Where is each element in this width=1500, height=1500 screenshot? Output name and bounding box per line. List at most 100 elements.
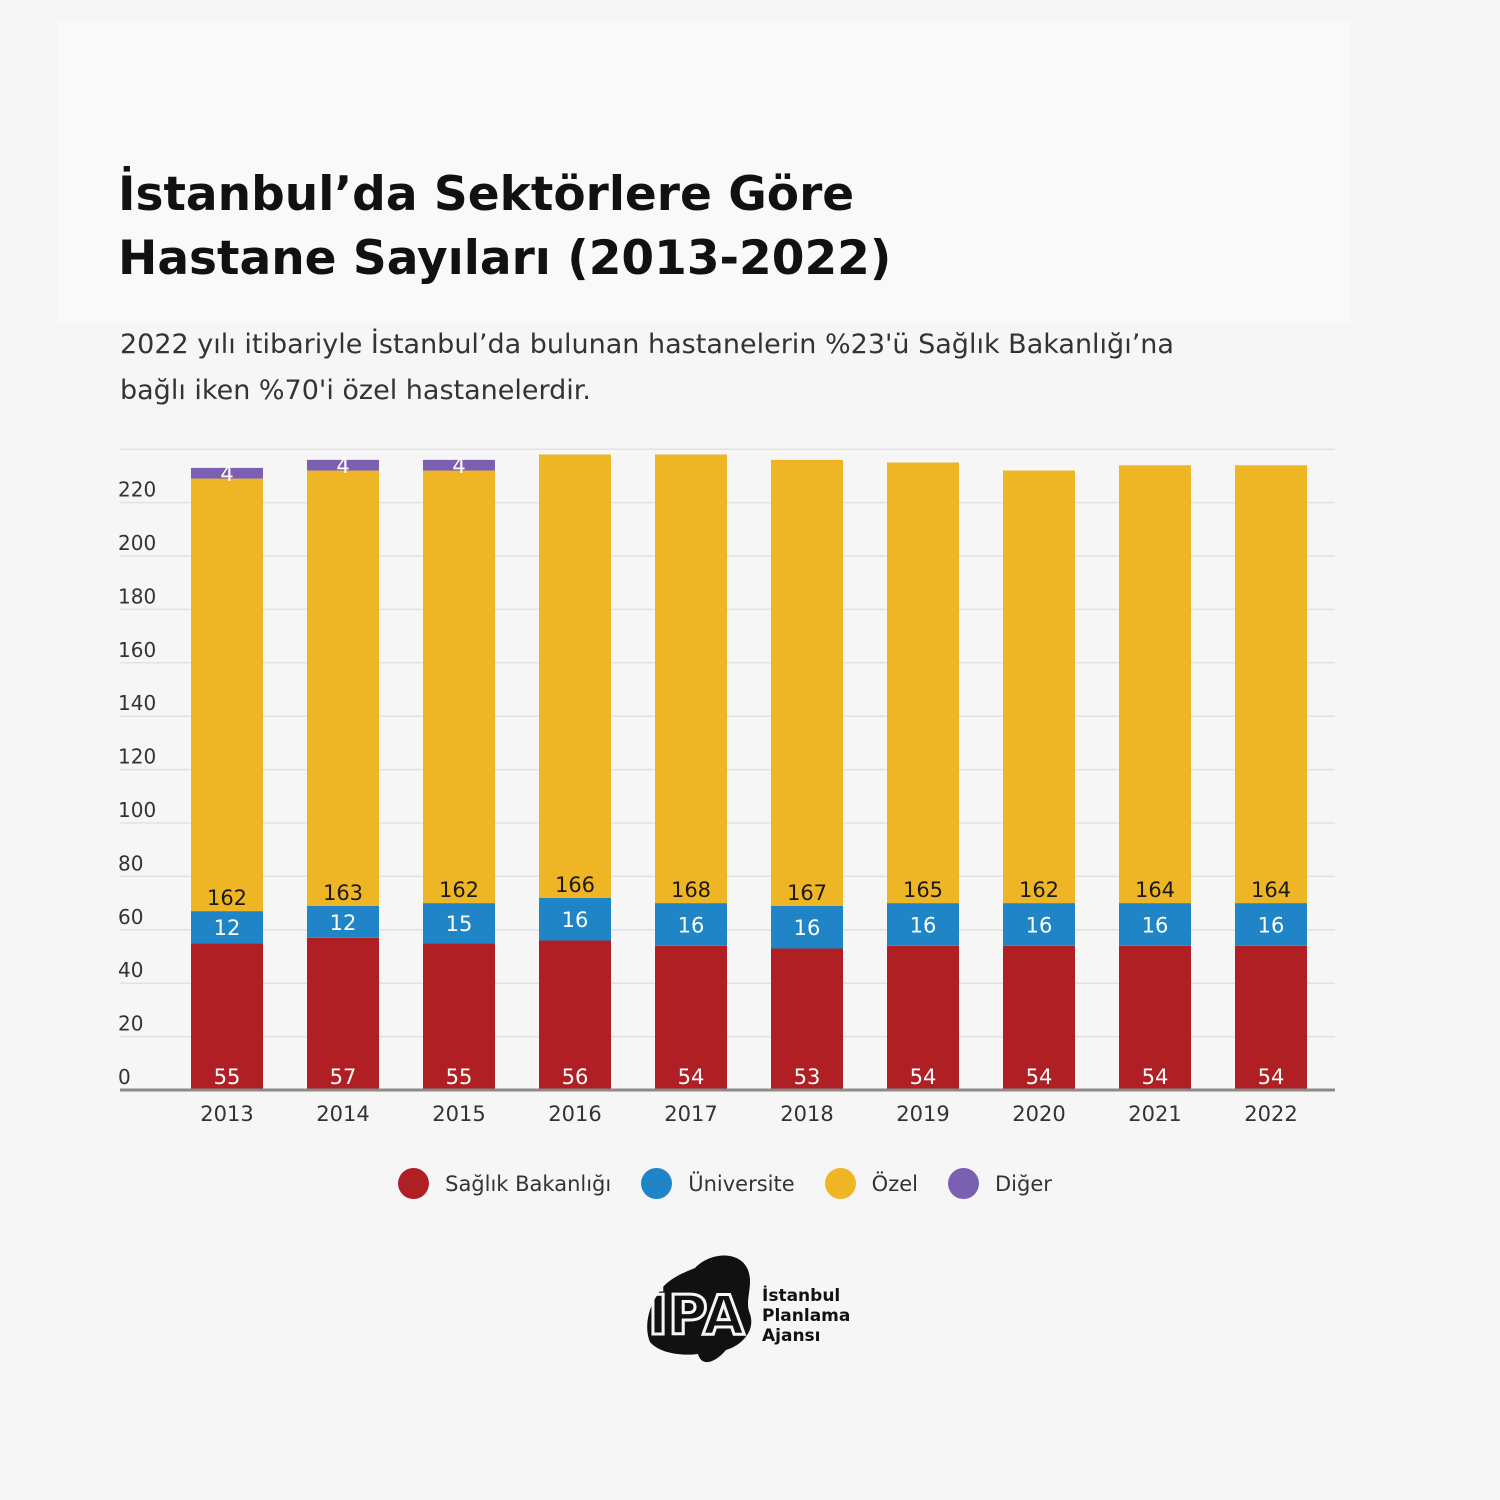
data-label: 16 [1142, 913, 1169, 937]
data-label: 162 [1019, 878, 1059, 902]
y-tick-label: 100 [118, 798, 156, 822]
legend-swatch-saglik [398, 1168, 430, 1199]
bar-segment [423, 943, 495, 1090]
x-tick-label: 2019 [896, 1102, 949, 1126]
data-label: 167 [787, 881, 827, 905]
bar-segment [655, 454, 727, 904]
x-tick-label: 2013 [200, 1102, 253, 1126]
bar-segment [191, 478, 263, 912]
bar-segment [191, 911, 263, 944]
chart-subtitle: 2022 yılı itibariyle İstanbul’da bulunan… [120, 322, 1390, 414]
y-tick-label: 20 [118, 1012, 143, 1036]
bar-segment [423, 903, 495, 944]
data-label: 55 [446, 1065, 473, 1089]
y-tick-label: 180 [118, 584, 156, 608]
data-label: 165 [903, 878, 943, 902]
y-tick-label: 140 [118, 691, 156, 715]
bar-segment [1235, 465, 1307, 904]
x-tick-label: 2018 [780, 1102, 833, 1126]
data-label: 16 [1258, 913, 1285, 937]
data-label: 16 [1026, 913, 1053, 937]
chart-legend: Sağlık Bakanlığı Üniversite Özel Diğer [0, 1168, 1450, 1199]
data-label: 162 [207, 886, 247, 910]
data-label: 55 [214, 1065, 241, 1089]
legend-item-diger: Diğer [947, 1168, 1052, 1199]
x-tick-label: 2021 [1128, 1102, 1181, 1126]
title-line-1: İstanbul’da Sektörlere Göre [118, 167, 855, 222]
bar-segment [191, 943, 263, 1090]
bar-segment [307, 937, 379, 1090]
legend-label-saglik: Sağlık Bakanlığı [445, 1171, 612, 1196]
bar-segment [1235, 945, 1307, 1090]
x-tick-label: 2022 [1244, 1102, 1297, 1126]
legend-item-ozel: Özel [824, 1168, 918, 1199]
bar-segment [539, 897, 611, 941]
legend-swatch-diger [947, 1168, 979, 1199]
subtitle-line-1: 2022 yılı itibariyle İstanbul’da bulunan… [120, 329, 1174, 360]
bar-segment [1235, 903, 1307, 946]
bar-segment [771, 905, 843, 949]
data-label: 54 [1026, 1065, 1053, 1089]
data-label: 54 [678, 1065, 705, 1089]
bar-segment [771, 459, 843, 906]
subtitle-line-2: bağlı iken %70'i özel hastanelerdir. [120, 375, 591, 406]
bar-segment [1119, 945, 1191, 1090]
data-label: 166 [555, 873, 595, 897]
legend-swatch-ozel [824, 1168, 856, 1199]
bar-segment [1003, 945, 1075, 1090]
data-label: 4 [452, 454, 465, 478]
x-tick-label: 2017 [664, 1102, 717, 1126]
bar-segment [539, 940, 611, 1090]
data-label: 12 [330, 911, 357, 935]
data-label: 163 [323, 881, 363, 905]
legend-label-universite: Üniversite [688, 1171, 795, 1196]
data-label: 15 [446, 912, 473, 936]
logo-text-line-2: Planlama [762, 1306, 851, 1326]
legend-label-diger: Diğer [994, 1171, 1052, 1196]
data-label: 164 [1251, 878, 1291, 902]
bar-segment [423, 470, 495, 904]
y-tick-label: 60 [118, 905, 143, 929]
bar-segment [307, 459, 379, 471]
data-label: 54 [910, 1065, 937, 1089]
bar-segment [887, 903, 959, 946]
y-tick-label: 80 [118, 851, 143, 875]
bar-segment [887, 462, 959, 904]
bar-segment [1003, 903, 1075, 946]
data-label: 54 [1142, 1065, 1169, 1089]
data-label: 53 [794, 1065, 821, 1089]
logo-text: İstanbul Planlama Ajansı [762, 1286, 850, 1346]
bar-segment [655, 945, 727, 1090]
data-label: 16 [678, 913, 705, 937]
data-label: 16 [794, 916, 821, 940]
bar-segment [191, 467, 263, 479]
data-label: 56 [562, 1065, 589, 1089]
x-tick-label: 2020 [1012, 1102, 1065, 1126]
y-tick-label: 160 [118, 638, 156, 662]
data-label: 4 [220, 462, 233, 486]
bar-segment [887, 945, 959, 1090]
bar-segment [1119, 465, 1191, 904]
legend-item-universite: Üniversite [641, 1168, 795, 1199]
title-line-2: Hastane Sayıları (2013-2022) [118, 231, 892, 286]
data-label: 54 [1258, 1065, 1285, 1089]
bar-segment [307, 470, 379, 906]
bar-segment [539, 454, 611, 898]
bar-segment [1003, 470, 1075, 904]
y-tick-label: 40 [118, 958, 143, 982]
svg-text:İPA: İPA [648, 1284, 745, 1347]
bar-segment [655, 903, 727, 946]
data-label: 168 [671, 878, 711, 902]
y-tick-label: 0 [118, 1065, 131, 1089]
ipa-logo-icon: İPA [647, 1255, 752, 1363]
data-label: 16 [562, 908, 589, 932]
y-tick-label: 120 [118, 745, 156, 769]
logo-text-line-3: Ajansı [762, 1326, 821, 1346]
data-label: 12 [214, 916, 241, 940]
bar-segment [771, 948, 843, 1090]
bar-segment [307, 905, 379, 938]
data-label: 162 [439, 878, 479, 902]
chart-title: İstanbul’da Sektörlere Göre Hastane Sayı… [118, 163, 1118, 291]
legend-swatch-universite [641, 1168, 673, 1199]
data-label: 164 [1135, 878, 1175, 902]
